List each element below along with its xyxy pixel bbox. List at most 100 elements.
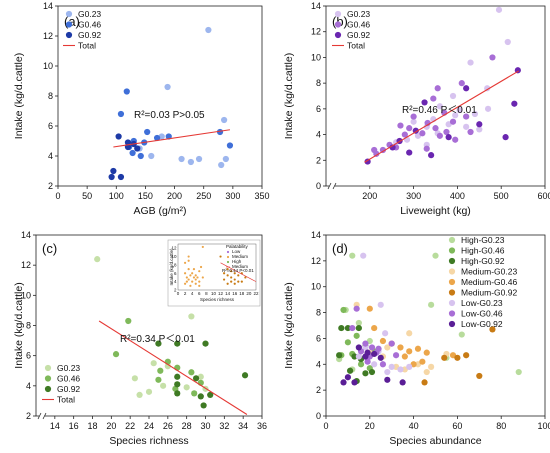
panel-a-legend-label: G0.23 <box>78 9 101 19</box>
panel-d-point-low-g0-46 <box>379 361 387 368</box>
panel-b-y-axis-title: Intake (kg/d.cattle) <box>283 53 295 139</box>
panel-d-point-high-g0-92 <box>355 324 362 332</box>
panel-d-legend-label: High-G0.92 <box>461 256 505 266</box>
panel-a-point-g0-46 <box>153 134 161 142</box>
panel-b-point-g0-92 <box>511 100 518 107</box>
panel-d-xtick-label: 100 <box>537 421 550 431</box>
inset-fit-line <box>220 262 257 282</box>
panel-a-ytick-label: 6 <box>48 121 53 131</box>
panel-d-point-low-g0-46 <box>349 324 356 332</box>
panel-b-point-g0-46 <box>423 145 430 152</box>
inset-point-cluster-a <box>201 245 204 249</box>
inset-y-axis-title: Intake (kg/d.cattle) <box>169 248 174 286</box>
inset-point-cluster-b <box>244 276 247 279</box>
panel-b-point-g0-92 <box>502 134 509 141</box>
panel-a-point-g0-92 <box>117 173 125 181</box>
panel-a-ytick-label: 10 <box>43 61 53 71</box>
panel-a-x-axis-title: AGB (g/m²) <box>133 205 186 217</box>
panel-b-point-g0-23 <box>471 110 479 118</box>
panel-a-point-g0-46 <box>123 88 130 95</box>
inset-point-cluster-a <box>192 267 196 271</box>
panel-c-point-g0-46 <box>191 390 198 397</box>
panel-b-point-g0-46 <box>449 118 457 125</box>
panel-c-ytick-label: 6 <box>26 351 31 361</box>
inset-point-cluster-a <box>187 267 190 271</box>
panel-d-point-medium-g0-46 <box>423 349 430 356</box>
panel-a-xtick-label: 250 <box>196 191 211 201</box>
panel-c-label: (c) <box>42 241 57 256</box>
panel-c-ytick-label: 12 <box>21 260 31 270</box>
inset-point-cluster-a <box>185 276 188 279</box>
panel-d-legend-marker <box>448 320 456 328</box>
panel-a-point-g0-92 <box>115 133 122 140</box>
panel-a-legend-marker <box>65 10 73 18</box>
panel-b-xtick-label: 200 <box>362 191 377 201</box>
panel-b-point-g0-46 <box>379 146 387 154</box>
panel-d-ytick-label: 12 <box>311 256 321 266</box>
panel-d-point-medium-g0-92 <box>454 354 461 361</box>
panel-c-xtick-label: 22 <box>125 421 135 431</box>
panel-c-x-axis-title: Species richness <box>109 435 188 447</box>
panel-d-point-low-g0-23 <box>388 363 395 370</box>
panel-c: 14 16 18 20 22 24 26 28 30 32 34 362468101214Specie… <box>13 230 267 447</box>
panel-c-point-g0-23 <box>160 382 167 389</box>
panel-b-legend-label: Total <box>347 41 365 51</box>
inset-point-cluster-b <box>226 282 229 285</box>
inset-xtick-label: 20 <box>246 291 252 296</box>
panel-c-point-g0-23 <box>188 313 195 320</box>
panel-d-point-high-g0-92 <box>362 370 369 377</box>
panel-d-point-medium-g0-92 <box>489 326 496 333</box>
panel-b-point-g0-46 <box>452 136 459 143</box>
panel-d-xtick-label: 20 <box>365 421 375 431</box>
panel-d-point-low-g0-46 <box>364 358 371 365</box>
inset-ytick-label: 10 <box>171 254 177 259</box>
panel-d-point-high-g0-92 <box>346 367 354 374</box>
panel-b-axis-break-mark <box>327 182 332 190</box>
inset-point-cluster-b <box>240 280 243 283</box>
panel-c-xtick-label: 32 <box>219 421 229 431</box>
panel-d-legend-label: Low-G0.23 <box>461 298 503 308</box>
panel-c-point-g0-92 <box>202 340 209 347</box>
panel-a-xtick-label: 150 <box>138 191 153 201</box>
inset-point-cluster-b <box>222 278 226 281</box>
panel-d-point-medium-g0-46 <box>366 305 373 312</box>
panel-d-legend-marker <box>448 247 456 254</box>
panel-d-point-medium-g0-46 <box>371 324 378 332</box>
inset-xtick-label: 14 <box>225 291 231 296</box>
panel-d-frame <box>325 234 546 417</box>
panel-d-ytick-label: 10 <box>311 282 321 292</box>
inset-legend-marker <box>226 255 230 259</box>
panel-a-point-g0-23 <box>195 155 203 163</box>
panel-d-point-low-g0-46 <box>353 305 360 312</box>
panel-a-point-g0-92 <box>108 173 115 181</box>
panel-a-ytick-label: 8 <box>48 91 53 101</box>
panel-c-legend-label: G0.92 <box>57 384 80 394</box>
panel-a-ytick-label: 14 <box>43 1 53 11</box>
inset-point-cluster-a <box>198 284 201 287</box>
panel-a-xtick-label: 350 <box>254 191 269 201</box>
panel-c-point-g0-23 <box>183 384 190 391</box>
panel-d-x-axis-title: Species abundance <box>389 435 481 447</box>
panel-a: 0 50 100 150 200 250 300 350 2 4 6 8 10 12 14 AGB (g/m²… <box>13 1 270 217</box>
panel-b-point-g0-92 <box>389 144 396 151</box>
panel-c-xtick-label: 24 <box>144 421 154 431</box>
panel-d-point-medium-g0-92 <box>476 372 483 380</box>
panel-d-point-medium-g0-46 <box>401 353 408 360</box>
panel-d-ytick-label: 8 <box>316 308 321 318</box>
inset-legend-marker <box>226 260 230 264</box>
panel-d-point-high-g0-92 <box>338 324 345 332</box>
panel-d-point-medium-g0-92 <box>463 352 470 359</box>
inset-point-cluster-a <box>199 265 203 269</box>
panel-d-point-high-g0-92 <box>336 352 343 359</box>
panel-d-point-low-g0-46 <box>368 344 376 351</box>
inset-point-cluster-b <box>226 267 229 271</box>
panel-b-point-g0-46 <box>406 125 413 132</box>
panel-b-axis-break-gap <box>329 184 335 188</box>
inset-point-cluster-b <box>219 255 222 258</box>
panel-d-point-low-g0-46 <box>362 340 369 347</box>
panel-c-point-g0-92 <box>174 373 181 380</box>
panel-c-axis-break-mark <box>37 412 42 420</box>
panel-a-point-g0-46 <box>129 149 136 157</box>
panel-d-point-high-g0-23 <box>458 331 465 338</box>
inset-point-cluster-b <box>237 280 240 283</box>
